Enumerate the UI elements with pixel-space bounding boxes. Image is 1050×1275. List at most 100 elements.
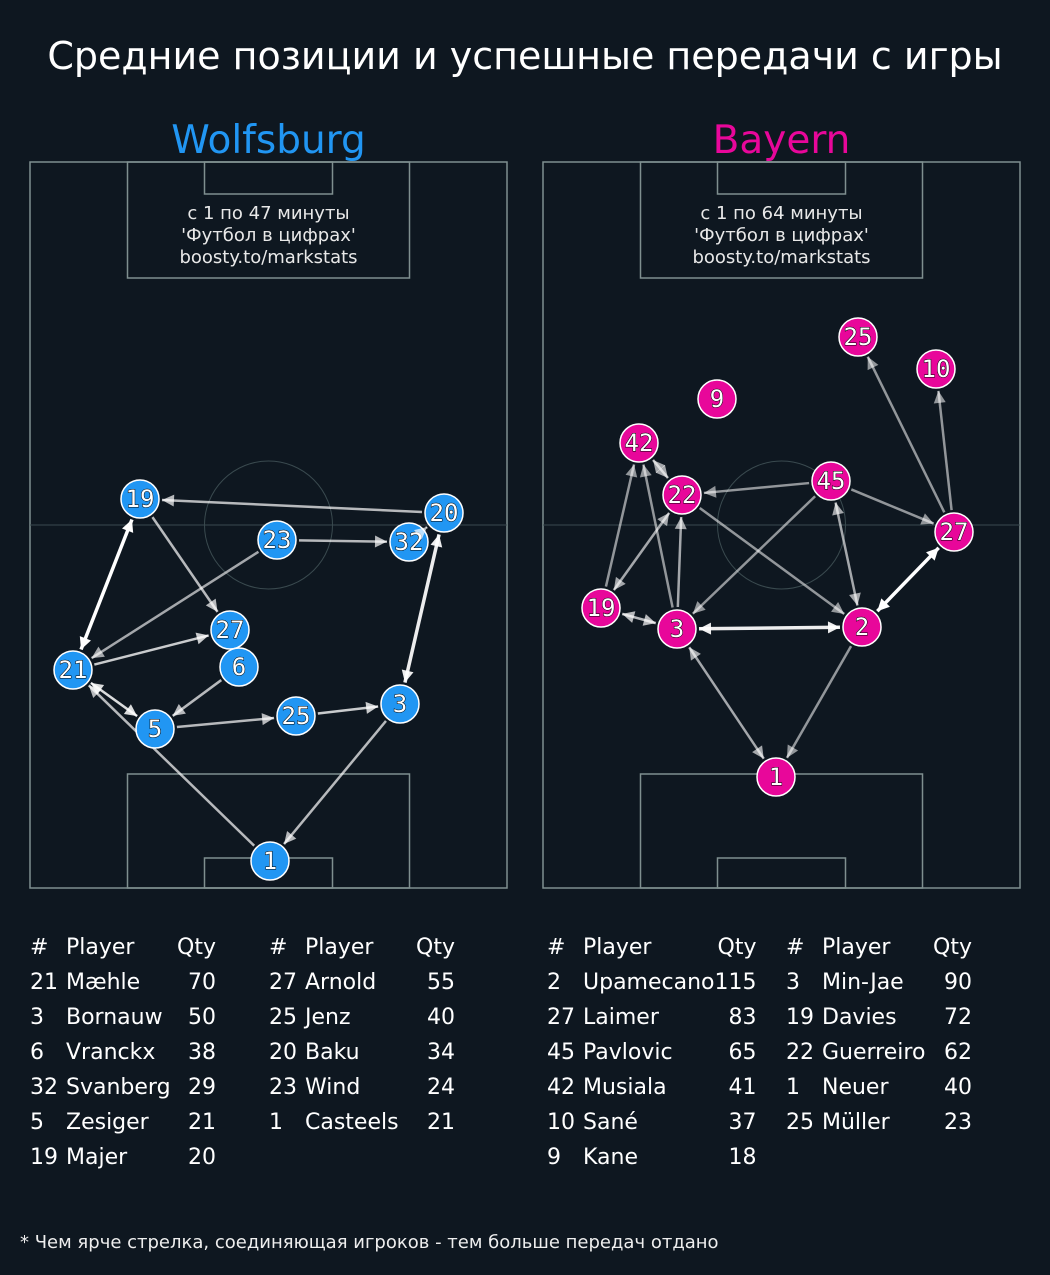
arrowhead-icon [920, 513, 934, 525]
player-number: 3 [393, 690, 407, 718]
arrowhead-icon [639, 464, 652, 478]
player-number: 10 [922, 355, 951, 383]
arrowhead-icon [933, 390, 946, 404]
pass-arrow-20-19 [161, 498, 423, 514]
player-number-cell: 27 [269, 970, 297, 995]
column-header: Player [822, 935, 891, 960]
arrowhead-icon [172, 703, 186, 716]
player-number: 23 [263, 526, 292, 554]
player-node-27 [934, 512, 974, 552]
player-node-22 [662, 475, 702, 515]
footer-note: * Чем ярче стрелка, соединяющая игроков … [20, 1232, 719, 1253]
arrowhead-icon [692, 601, 706, 614]
column-header: # [786, 935, 805, 960]
player-number: 9 [710, 385, 724, 413]
player-name-cell: Wind [305, 1075, 361, 1100]
player-node-3 [657, 609, 697, 649]
player-number-cell: 1 [269, 1110, 283, 1135]
pass-arrow-3-2 [698, 625, 841, 631]
pass-arrow-45-2 [834, 502, 859, 606]
pitch-bayern: с 1 по 64 минуты'Футбол в цифрах'boosty.… [542, 161, 1021, 889]
pass-qty-cell: 34 [427, 1040, 455, 1065]
credit-note-line: с 1 по 47 минуты [187, 203, 349, 224]
pass-qty-cell: 72 [944, 1005, 972, 1030]
player-number-cell: 19 [30, 1145, 58, 1170]
player-name-cell: Casteels [305, 1110, 399, 1135]
arrowhead-icon [689, 647, 701, 661]
table-header: # Player Qty [269, 930, 455, 965]
table-row: 6 Vranckx 38 [30, 1035, 216, 1070]
pass-qty-cell: 83 [728, 1005, 757, 1030]
arrowhead-icon [703, 485, 717, 498]
pass-qty-cell: 23 [944, 1110, 972, 1135]
pass-arrow-3-1 [283, 720, 387, 845]
arrowhead-icon [613, 576, 626, 591]
bayern-table-1: # Player Qty 2 Upamecano 115 27 Laimer 83 45 Pavlo… [547, 930, 757, 1175]
credit-note-line: boosty.to/markstats [179, 247, 357, 268]
pass-arrow-1-21 [87, 684, 256, 847]
pass-arrow-3-1 [688, 646, 765, 760]
player-number: 6 [232, 653, 246, 681]
player-number-cell: 22 [786, 1040, 814, 1065]
table-row: 21 Mæhle 70 [30, 965, 216, 1000]
player-node-9 [697, 379, 737, 419]
table-row: 1 Casteels 21 [269, 1105, 455, 1140]
pass-qty-cell: 65 [728, 1040, 757, 1065]
player-number: 27 [216, 616, 245, 644]
player-number: 27 [940, 518, 969, 546]
bayern-table-2: # Player Qty 3 Min-Jae 90 19 Davies 72 22 Guerreir… [786, 930, 972, 1140]
table-row: 19 Davies 72 [786, 1000, 972, 1035]
player-number-cell: 20 [269, 1040, 297, 1065]
credit-note-line: boosty.to/markstats [692, 247, 870, 268]
table-row: 3 Min-Jae 90 [786, 965, 972, 1000]
player-node-10 [916, 349, 956, 389]
arrowhead-icon [926, 547, 939, 561]
pass-arrow-45-22 [703, 481, 810, 495]
arrowhead-icon [698, 622, 712, 635]
player-node-42 [619, 423, 659, 463]
table-header: # Player Qty [786, 930, 972, 965]
pass-arrow-23-21 [90, 550, 260, 660]
pass-qty-cell: 41 [728, 1075, 757, 1100]
pass-qty-cell: 40 [944, 1075, 972, 1100]
pass-arrow-3-22 [676, 516, 683, 608]
table-row: 9 Kane 18 [547, 1140, 757, 1175]
player-number: 3 [670, 615, 684, 643]
pass-arrow-21-19 [79, 518, 134, 651]
wolfsburg-table-2: # Player Qty 27 Arnold 55 25 Jenz 40 20 Baku 34 23 Wi… [269, 930, 455, 1140]
player-number-cell: 32 [30, 1075, 58, 1100]
arrowhead-icon [831, 602, 845, 614]
player-name-cell: Upamecano [583, 970, 715, 995]
pass-arrow-2-1 [785, 645, 853, 759]
player-number-cell: 3 [30, 1005, 44, 1030]
arrowhead-icon [786, 744, 799, 758]
player-node-20 [424, 493, 464, 533]
table-header: # Player Qty [30, 930, 216, 965]
player-number-cell: 21 [30, 970, 58, 995]
player-number-cell: 6 [30, 1040, 44, 1065]
table-header: # Player Qty [547, 930, 757, 965]
pass-qty-cell: 24 [427, 1075, 455, 1100]
player-name-cell: Mæhle [66, 970, 141, 995]
player-node-19 [120, 479, 160, 519]
player-number-cell: 2 [547, 970, 561, 995]
column-header: Player [583, 935, 652, 960]
table-row: 25 Jenz 40 [269, 1000, 455, 1035]
table-row: 22 Guerreiro 62 [786, 1035, 972, 1070]
arrowhead-icon [374, 535, 388, 548]
pass-qty-cell: 62 [944, 1040, 972, 1065]
pass-arrow-22-2 [699, 507, 845, 615]
player-node-1 [756, 757, 796, 797]
player-name-cell: Baku [305, 1040, 360, 1065]
player-number: 1 [769, 763, 783, 791]
pass-arrow-3-42 [642, 464, 674, 608]
player-name-cell: Laimer [583, 1005, 659, 1030]
player-number-cell: 3 [786, 970, 800, 995]
column-header: Player [305, 935, 374, 960]
pass-arrow-27-25 [866, 356, 946, 513]
six-yard-box-top [716, 161, 847, 195]
arrowhead-icon [657, 512, 670, 527]
player-node-3 [380, 684, 420, 724]
chart-title: Средние позиции и успешные передачи с иг… [47, 34, 1003, 78]
wolfsburg-table-1: # Player Qty 21 Mæhle 70 3 Bornauw 50 6 Vranckx 38 3… [30, 930, 216, 1175]
